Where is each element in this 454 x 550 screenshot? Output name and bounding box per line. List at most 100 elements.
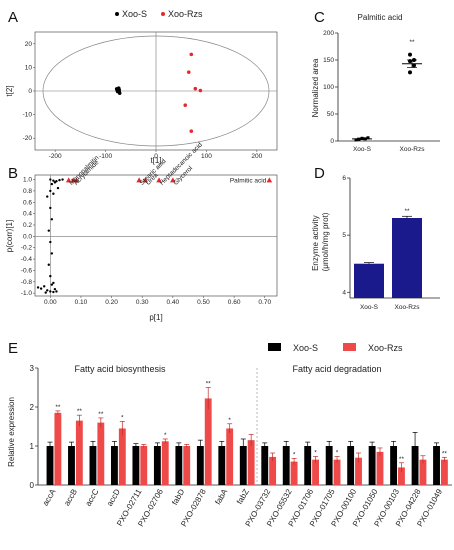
y-tick-label-e: 3: [30, 364, 35, 373]
panel-label-a: A: [8, 9, 18, 26]
panel-b: B 0.00 0.10 0.20 0.30 0.40 0.50 0.60 0.701.00.8…: [5, 141, 278, 322]
y-tick-label-d: 5: [342, 232, 346, 239]
bar-e-xoo-s: [325, 446, 333, 485]
x-tick-label-a: 0: [154, 153, 158, 160]
y-tick-label-a: -10: [23, 112, 33, 119]
data-point-b: [55, 290, 58, 293]
y-tick-label-b: -0.8: [21, 279, 33, 286]
significance-e: *: [164, 432, 167, 439]
legend-a: Xoo-S Xoo-Rzs: [115, 9, 203, 19]
x-tick-label-a: -100: [99, 153, 112, 160]
x-tick-label-b: 0.10: [75, 299, 88, 306]
significance-d: **: [404, 208, 410, 215]
data-point-b: [46, 195, 49, 198]
panel-e: E Xoo-S Xoo-Rzs Fatty acid biosynthesis …: [7, 340, 452, 528]
x-tick-label-e: accC: [84, 487, 101, 507]
highlight-point-b: [266, 177, 273, 183]
data-point-xoo-rzs: [183, 103, 188, 107]
bar-e-xoo-rzs: [440, 459, 448, 485]
data-point-c-xoo-s: [354, 138, 358, 142]
data-point-b: [52, 281, 55, 285]
data-point-c-xoo-rzs: [408, 70, 412, 75]
legend-marker-xoo-s: [115, 12, 119, 16]
x-axis-label-a: t[1]: [150, 156, 161, 165]
y-tick-label-e: 0: [30, 481, 35, 490]
panel-label-b: B: [8, 165, 18, 182]
data-point-c-xoo-s: [366, 136, 370, 140]
bar-e-xoo-rzs: [226, 428, 234, 485]
significance-c: **: [409, 39, 415, 46]
legend-label-e-xoo-rzs: Xoo-Rzs: [368, 343, 403, 353]
x-tick-label-b: 0.50: [197, 299, 210, 306]
data-point-xoo-rzs: [193, 86, 198, 91]
y-axis-label-d-line1: Enzyme activity: [311, 215, 320, 271]
x-tick-label-e: accB: [62, 488, 79, 508]
legend-label-xoo-rzs: Xoo-Rzs: [168, 9, 203, 19]
x-tick-label-e: fabZ: [235, 487, 251, 505]
bar-e-xoo-s: [89, 446, 97, 485]
panel-d: D 4 5 6 Xoo-S Xoo-Rzs ** Enzyme activity (μm…: [311, 165, 440, 311]
data-point-b: [47, 263, 50, 266]
legend-marker-xoo-rzs: [161, 12, 165, 16]
x-tick-label-a: 200: [251, 153, 262, 160]
points-a: [114, 52, 203, 133]
plot-frame-b: [34, 174, 278, 297]
x-tick-label-a: 100: [201, 153, 212, 160]
y-tick-label-e: 1: [30, 442, 35, 451]
bar-e-xoo-rzs: [97, 422, 105, 485]
bar-e-xoo-rzs: [376, 451, 384, 485]
points-b: [36, 177, 273, 294]
bar-e-xoo-rzs: [183, 446, 191, 485]
data-point-b: [53, 287, 57, 291]
x-tick-label-e: fabD: [170, 487, 186, 506]
data-point-b: [36, 286, 40, 289]
bar-e-xoo-s: [153, 446, 161, 485]
bar-d-xoo-s: [354, 263, 384, 298]
data-point-b: [53, 181, 57, 184]
y-axis-label-b: p(corr)[1]: [5, 220, 14, 252]
bar-e-xoo-s: [239, 446, 247, 485]
bar-e-xoo-rzs: [75, 420, 83, 485]
data-point-b: [49, 206, 52, 210]
data-point-b: [49, 290, 52, 293]
highlight-point-b: [156, 177, 162, 183]
data-point-xoo-rzs: [198, 88, 203, 93]
bar-e-xoo-s: [433, 446, 440, 485]
bar-e-xoo-s: [304, 446, 312, 485]
y-axis-label-a: t[2]: [5, 85, 14, 96]
y-axis-label-d: Enzyme activity (μmol/h/mg prot): [311, 212, 330, 271]
data-point-xoo-s: [114, 87, 119, 91]
y-tick-label-c: 150: [323, 57, 334, 64]
bar-e-xoo-s: [347, 446, 355, 485]
data-point-xoo-rzs: [186, 70, 191, 74]
bar-e-xoo-rzs: [118, 428, 126, 485]
bar-e-xoo-rzs: [204, 398, 212, 485]
y-tick-label-b: -0.2: [21, 245, 33, 252]
data-point-b: [46, 289, 49, 292]
significance-e: *: [336, 450, 339, 457]
bar-d-xoo-rzs: [392, 218, 422, 298]
confidence-ellipse: [42, 35, 270, 147]
panel-c: C Palmitic acid 0 50 100 150 200 Xoo-S Xoo-Rzs…: [311, 9, 440, 153]
legend-e: Xoo-S Xoo-Rzs: [268, 343, 403, 353]
bars-d: **: [354, 208, 422, 298]
x-tick-label-b: 0.30: [136, 299, 149, 306]
x-axis-label-b: p[1]: [149, 313, 162, 322]
bar-e-xoo-s: [368, 446, 376, 485]
bar-e-xoo-s: [390, 446, 398, 485]
bar-e-xoo-rzs: [398, 467, 405, 485]
significance-e: **: [98, 411, 104, 418]
bar-e-xoo-rzs: [355, 457, 362, 485]
y-tick-label-a: -20: [23, 135, 33, 142]
y-tick-label-d: 4: [342, 289, 346, 296]
significance-e: **: [206, 381, 212, 388]
data-point-xoo-rzs: [189, 52, 194, 57]
bar-e-xoo-rzs: [140, 446, 148, 485]
highlight-point-b: [170, 177, 176, 183]
y-tick-label-b: -0.6: [21, 267, 33, 274]
bar-e-xoo-rzs: [312, 459, 320, 485]
y-tick-label-c: 100: [323, 84, 334, 91]
x-tick-label-e: accD: [105, 487, 122, 507]
